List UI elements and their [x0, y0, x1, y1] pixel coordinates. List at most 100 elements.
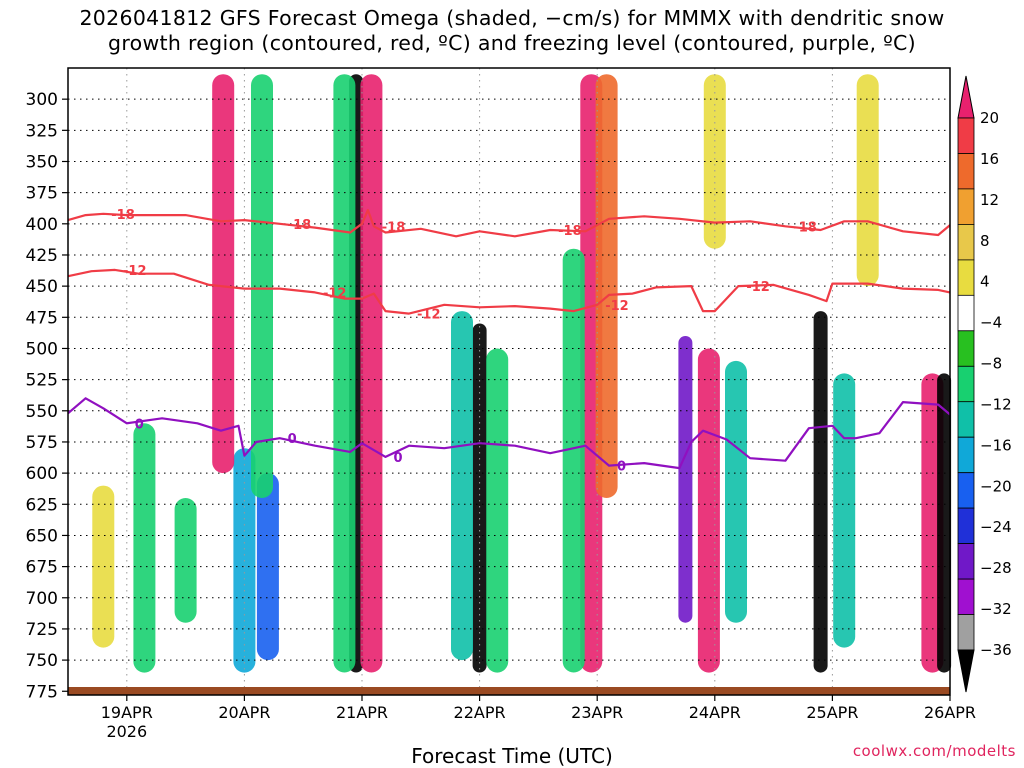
colorbar-label: −4 [980, 314, 1002, 332]
contour-label: -12 [746, 280, 770, 295]
colorbar-swatch [957, 365, 975, 403]
colorbar-swatch [957, 472, 975, 509]
colorbar-swatch [957, 223, 975, 261]
colorbar-swatch [957, 294, 975, 332]
y-tick-label: 600 [26, 464, 58, 484]
omega-cell [133, 423, 156, 673]
omega-cell [174, 498, 197, 623]
colorbar-label: −8 [980, 355, 1002, 373]
contour-label: -18 [382, 220, 406, 235]
y-tick-label: 525 [26, 371, 58, 391]
x-tick-label: 26APR [924, 703, 976, 722]
colorbar-top-arrow [957, 75, 975, 119]
colorbar-label: −28 [980, 559, 1012, 577]
colorbar-swatch [957, 330, 975, 367]
y-tick-label: 500 [26, 339, 58, 359]
y-tick-label: 575 [26, 433, 58, 453]
x-tick-label: 20APR [218, 703, 270, 722]
y-tick-label: 700 [26, 589, 58, 609]
y-tick-label: 325 [26, 121, 58, 141]
omega-cell [678, 336, 693, 623]
omega-cell [813, 311, 828, 673]
plot-frame [67, 67, 951, 696]
omega-cell [703, 74, 726, 249]
contour-label: 0 [135, 417, 144, 432]
y-tick-label: 350 [26, 152, 58, 172]
colorbar-label: −32 [980, 600, 1012, 618]
contour-label: -18 [288, 218, 312, 233]
contour-label: -12 [123, 264, 147, 279]
y-tick-label: 400 [26, 215, 58, 235]
colorbar-swatch [957, 507, 975, 545]
colorbar-swatch [957, 153, 975, 190]
y-tick-label: 750 [26, 651, 58, 671]
omega-cell [486, 348, 509, 673]
x-axis-label: Forecast Time (UTC) [411, 744, 613, 768]
colorbar-label: 4 [980, 273, 990, 291]
ground-strip [68, 687, 950, 695]
credit-link[interactable]: coolwx.com/modelts [852, 742, 1016, 760]
colorbar-bottom-arrow [957, 649, 975, 693]
omega-cell [256, 473, 279, 661]
colorbar-swatch [957, 543, 975, 580]
y-tick-label: 625 [26, 495, 58, 515]
omega-cell [360, 74, 383, 673]
colorbar-label: 20 [980, 109, 999, 127]
y-tick-label: 375 [26, 184, 58, 204]
contour-minus-12 [67, 268, 951, 315]
y-tick-label: 675 [26, 558, 58, 578]
colorbar-swatch [957, 614, 975, 651]
chart-title-line-1: 2026041812 GFS Forecast Omega (shaded, −… [79, 6, 945, 30]
x-tick-label: 23APR [571, 703, 623, 722]
omega-cell [562, 248, 585, 673]
x-year-label: 2026 [106, 722, 147, 741]
contour-lines: -18 -18 -18 -18 -18 -12 -12 -12 -12 -12 0 0 0 0 [67, 208, 951, 475]
omega-cell [595, 74, 618, 498]
y-tick-label: 450 [26, 277, 58, 297]
ground-band [68, 687, 950, 695]
omega-cell [697, 348, 720, 673]
contour-label: -18 [111, 208, 135, 223]
contour-label: -18 [558, 224, 582, 239]
colorbar-swatch [957, 117, 975, 154]
colorbar-label: 16 [980, 150, 999, 168]
colorbar-label: −24 [980, 518, 1012, 536]
colorbar-swatch [957, 401, 975, 438]
y-tick-label: 475 [26, 308, 58, 328]
colorbar-label: −16 [980, 436, 1012, 454]
omega-cell [833, 373, 856, 648]
colorbar: 20 16 12 8 4 −4 −8 −12 −16 −20 −24 −28 −32 −36 [957, 75, 1012, 693]
contour-0 [67, 397, 951, 470]
contour-minus-18 [67, 209, 951, 238]
y-tick-label: 425 [26, 246, 58, 266]
y-tick-label: 550 [26, 402, 58, 422]
chart-title-line-2: growth region (contoured, red, ºC) and f… [108, 31, 916, 55]
x-tick-label: 22APR [454, 703, 506, 722]
omega-cell [92, 485, 115, 648]
omega-cell [251, 74, 273, 498]
x-tick-label: 21APR [336, 703, 388, 722]
omega-cell [937, 373, 952, 673]
contour-label: -12 [417, 308, 441, 323]
colorbar-swatch [957, 259, 975, 296]
contour-label: 0 [394, 451, 403, 466]
colorbar-label: −36 [980, 641, 1012, 659]
contour-label: 0 [288, 432, 297, 447]
colorbar-label: −12 [980, 395, 1012, 413]
colorbar-swatch [957, 578, 975, 615]
omega-cell [451, 311, 473, 661]
contour-label: -18 [793, 220, 817, 235]
omega-cell [856, 74, 879, 287]
contour-label: -12 [323, 286, 347, 301]
chart-title: 2026041812 GFS Forecast Omega (shaded, −… [0, 6, 1024, 56]
colorbar-swatch [957, 188, 975, 225]
omega-cell [725, 360, 747, 623]
x-tick-label: 19APR [101, 703, 153, 722]
y-tick-label: 300 [26, 90, 58, 110]
contour-label: -12 [605, 299, 629, 314]
colorbar-label: 8 [980, 232, 990, 250]
colorbar-label: −20 [980, 477, 1012, 495]
contour-label: 0 [617, 460, 626, 475]
axes: 300 325 350 375 400 425 450 475 500 525 550 575 600 6… [26, 67, 976, 741]
